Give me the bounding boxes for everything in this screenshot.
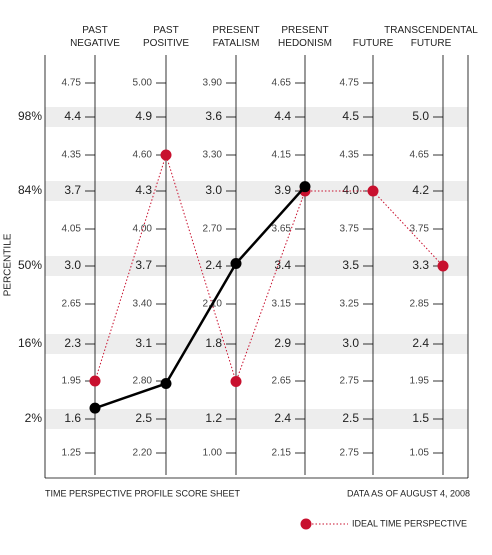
percentile-band [45, 334, 468, 354]
percentile-band [45, 256, 468, 276]
scale-label: 4.65 [410, 150, 430, 161]
scale-label: 4.15 [272, 150, 292, 161]
scale-label: 2.15 [272, 448, 292, 459]
percentile-label: 50% [18, 258, 42, 272]
series-point [437, 260, 449, 272]
scale-label: 1.8 [205, 336, 222, 350]
legend-marker [300, 518, 312, 530]
scale-label: 3.9 [274, 183, 291, 197]
series-line [94, 185, 306, 410]
percentile-band [45, 107, 468, 127]
scale-label: 4.4 [64, 109, 81, 123]
scale-label: 3.4 [274, 258, 291, 272]
scale-label: 2.4 [412, 336, 429, 350]
scale-label: 2.20 [133, 448, 153, 459]
scale-label: 3.7 [64, 183, 81, 197]
percentile-label: 98% [18, 109, 42, 123]
series-point [89, 375, 101, 387]
series-point [89, 402, 101, 414]
scale-label: 1.95 [410, 376, 430, 387]
percentile-label: 16% [18, 336, 42, 350]
scale-label: 2.80 [133, 376, 153, 387]
series-point [160, 149, 172, 161]
scale-label: 3.7 [135, 258, 152, 272]
scale-label: 4.75 [340, 78, 360, 89]
scale-label: 1.2 [205, 411, 222, 425]
scale-label: 2.3 [64, 336, 81, 350]
footnote-right: DATA AS OF AUGUST 4, 2008 [347, 488, 470, 498]
scale-label: 3.30 [203, 150, 223, 161]
scale-label: 2.75 [340, 376, 360, 387]
column-header: TRANSCENDENTAL FUTURE [384, 25, 478, 49]
footnote-left: TIME PERSPECTIVE PROFILE SCORE SHEET [45, 488, 241, 498]
scale-label: 3.40 [133, 299, 153, 310]
scale-label: 4.05 [62, 224, 82, 235]
scale-label: 4.5 [342, 109, 359, 123]
scale-label: 1.5 [412, 411, 429, 425]
scale-label: 3.25 [340, 299, 360, 310]
column-header: PRESENT FATALISM [212, 25, 259, 49]
scale-label: 3.6 [205, 109, 222, 123]
legend-label: IDEAL TIME PERSPECTIVE [352, 518, 467, 528]
scale-label: 1.00 [203, 448, 223, 459]
scale-label: 2.65 [62, 299, 82, 310]
scale-label: 3.65 [272, 224, 292, 235]
scale-label: 1.25 [62, 448, 82, 459]
y-axis-label: PERCENTILE [3, 233, 14, 296]
scale-label: 2.9 [274, 336, 291, 350]
scale-label: 2.4 [205, 258, 222, 272]
column-header: PAST POSITIVE [143, 25, 189, 49]
scale-label: 4.60 [133, 150, 153, 161]
scale-label: 4.9 [135, 109, 152, 123]
scale-label: 4.65 [272, 78, 292, 89]
scale-label: 3.1 [135, 336, 152, 350]
scale-label: 3.75 [340, 224, 360, 235]
scale-label: 4.4 [274, 109, 291, 123]
column-header: PAST NEGATIVE [70, 25, 120, 49]
scale-label: 3.75 [410, 224, 430, 235]
scale-label: 2.70 [203, 224, 223, 235]
scale-label: 5.00 [133, 78, 153, 89]
scale-label: 4.0 [342, 183, 359, 197]
column-header: FUTURE [353, 38, 394, 49]
scale-label: 4.75 [62, 78, 82, 89]
percentile-label: 84% [18, 183, 42, 197]
scale-label: 2.4 [274, 411, 291, 425]
scale-label: 3.90 [203, 78, 223, 89]
scale-label: 2.5 [135, 411, 152, 425]
scale-label: 5.0 [412, 109, 429, 123]
scale-label: 1.05 [410, 448, 430, 459]
scale-label: 4.2 [412, 183, 429, 197]
percentile-band [45, 181, 468, 201]
scale-label: 3.0 [205, 183, 222, 197]
scale-label: 4.35 [340, 150, 360, 161]
scale-label: 4.00 [133, 224, 153, 235]
scale-label: 4.3 [135, 183, 152, 197]
scale-label: 2.85 [410, 299, 430, 310]
series-point [230, 258, 242, 270]
scale-label: 3.5 [342, 258, 359, 272]
scale-label: 1.95 [62, 376, 82, 387]
series-point [230, 376, 242, 387]
column-header: PRESENT HEDONISM [278, 25, 332, 49]
scale-label: 1.6 [64, 411, 81, 425]
series-point [299, 181, 311, 193]
scale-label: 3.0 [342, 336, 359, 350]
scale-label: 3.0 [64, 258, 81, 272]
percentile-band [45, 409, 468, 429]
series-point [367, 185, 379, 197]
scale-label: 2.75 [340, 448, 360, 459]
scale-label: 2.65 [272, 376, 292, 387]
scale-label: 2.5 [342, 411, 359, 425]
percentile-label: 2% [25, 411, 43, 425]
series-point [160, 378, 172, 390]
scale-label: 3.15 [272, 299, 292, 310]
series-line [94, 153, 444, 384]
scale-label: 3.3 [412, 258, 429, 272]
scale-label: 4.35 [62, 150, 82, 161]
